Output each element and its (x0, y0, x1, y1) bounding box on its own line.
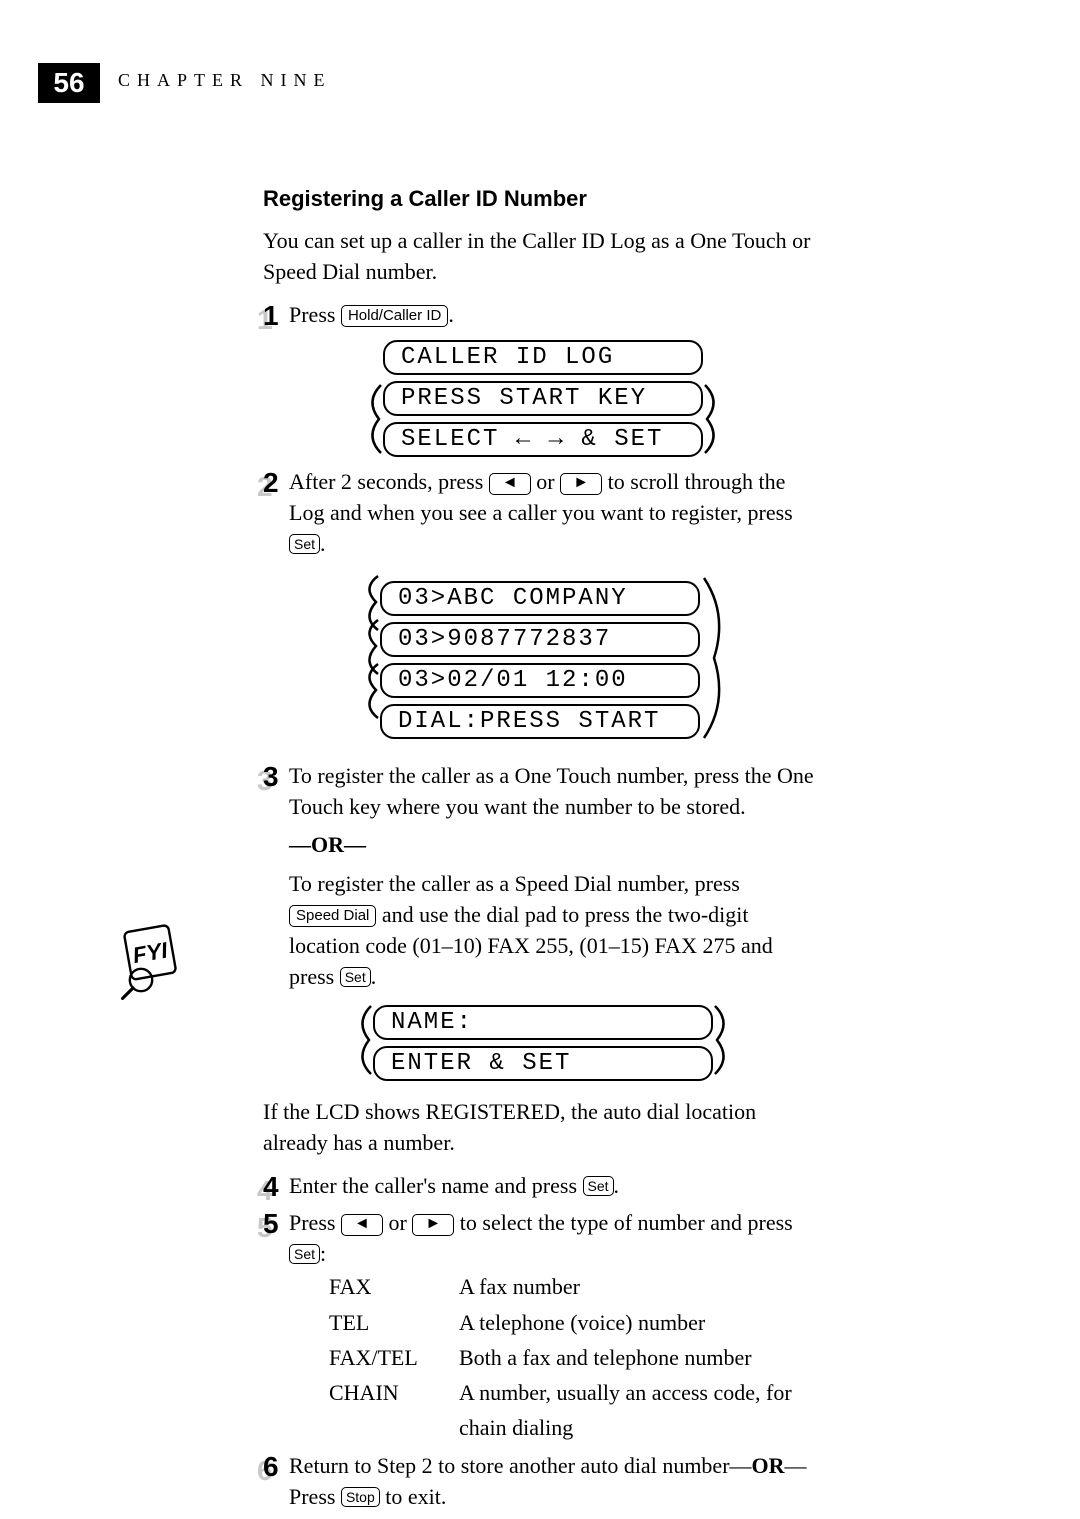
type-label: FAX (329, 1269, 459, 1304)
lcd-line: ENTER & SET (373, 1046, 713, 1081)
right-arrow-key: ► (560, 473, 602, 495)
lcd-group-1: CALLER ID LOG PRESS START KEY SELECT ← →… (263, 340, 823, 457)
or-divider: —OR— (289, 830, 823, 861)
text: . (320, 531, 326, 556)
type-label: TEL (329, 1305, 459, 1340)
fyi-note: If the LCD shows REGISTERED, the auto di… (263, 1097, 823, 1159)
lcd-line: 03>9087772837 (380, 622, 700, 657)
text: . (448, 302, 454, 327)
type-desc: A fax number (459, 1269, 823, 1304)
right-arrow-key: ► (412, 1214, 454, 1236)
table-row: FAX/TEL Both a fax and telephone number (329, 1340, 823, 1375)
type-desc: A number, usually an access code, for ch… (459, 1375, 823, 1445)
text: After 2 seconds, press (289, 469, 489, 494)
text: To register the caller as a One Touch nu… (289, 761, 823, 823)
table-row: FAX A fax number (329, 1269, 823, 1304)
set-key: Set (289, 534, 320, 554)
type-desc: Both a fax and telephone number (459, 1340, 823, 1375)
text: Enter the caller's name and press (289, 1173, 583, 1198)
or-inline: OR (752, 1453, 785, 1478)
bracket-right-icon (713, 1002, 735, 1083)
text: . (614, 1173, 620, 1198)
type-label: FAX/TEL (329, 1340, 459, 1375)
step-body: Press Hold/Caller ID. (289, 300, 823, 331)
text: Press (289, 1210, 341, 1235)
table-row: TEL A telephone (voice) number (329, 1305, 823, 1340)
type-label: CHAIN (329, 1375, 459, 1445)
step-body: Return to Step 2 to store another auto d… (289, 1451, 823, 1513)
fyi-icon: FYI (113, 920, 193, 1000)
step-4: 4 4 Enter the caller's name and press Se… (263, 1171, 823, 1202)
lcd-line: DIAL:PRESS START (380, 704, 700, 739)
step-num-front: 4 (263, 1171, 279, 1203)
step-num-front: 1 (263, 300, 279, 332)
left-arrow-key: ◄ (489, 473, 531, 495)
step-body: Press ◄ or ► to select the type of numbe… (289, 1208, 823, 1446)
bracket-right-icon (703, 381, 725, 457)
lcd-group-3: NAME: ENTER & SET (263, 1002, 823, 1083)
text: : (320, 1241, 326, 1266)
lcd-line: 03>ABC COMPANY (380, 581, 700, 616)
step-body: To register the caller as a One Touch nu… (289, 761, 823, 993)
type-desc: A telephone (voice) number (459, 1305, 823, 1340)
step-1: 1 1 Press Hold/Caller ID. (263, 300, 823, 331)
text: . (371, 964, 377, 989)
content-area: Registering a Caller ID Number You can s… (263, 186, 823, 1519)
lcd-line: PRESS START KEY (383, 381, 703, 416)
lcd-line: SELECT ← → & SET (383, 422, 703, 457)
step-num-front: 3 (263, 761, 279, 793)
text: Return to Step 2 to store another auto d… (289, 1453, 752, 1478)
bracket-left-icon (361, 381, 383, 457)
number-type-table: FAX A fax number TEL A telephone (voice)… (329, 1269, 823, 1445)
lcd-group-2: 03>ABC COMPANY 03>9087772837 03>02/01 12… (263, 570, 823, 751)
section-title: Registering a Caller ID Number (263, 186, 823, 212)
set-key: Set (583, 1176, 614, 1196)
lcd-line: 03>02/01 12:00 (380, 663, 700, 698)
text: or (388, 1210, 412, 1235)
bracket-left-icon (356, 570, 380, 751)
text: or (536, 469, 560, 494)
text: To register the caller as a Speed Dial n… (289, 871, 740, 896)
table-row: CHAIN A number, usually an access code, … (329, 1375, 823, 1445)
lcd-line: NAME: (373, 1005, 713, 1040)
intro-text: You can set up a caller in the Caller ID… (263, 226, 823, 288)
chapter-header: CHAPTER NINE (118, 70, 332, 91)
step-num-front: 5 (263, 1208, 279, 1240)
set-key: Set (289, 1244, 320, 1264)
step-2: 2 2 After 2 seconds, press ◄ or ► to scr… (263, 467, 823, 559)
set-key: Set (340, 967, 371, 987)
hold-caller-id-key: Hold/Caller ID (341, 305, 448, 327)
step-num-front: 6 (263, 1451, 279, 1483)
left-arrow-key: ◄ (341, 1214, 383, 1236)
text: Press (289, 302, 341, 327)
text: to select the type of number and press (460, 1210, 793, 1235)
page-number: 56 (53, 67, 84, 99)
text: to exit. (385, 1484, 446, 1509)
step-num-front: 2 (263, 467, 279, 499)
stop-key: Stop (341, 1487, 380, 1507)
bracket-left-icon (351, 1002, 373, 1083)
lcd-line: CALLER ID LOG (383, 340, 703, 375)
step-3: 3 3 To register the caller as a One Touc… (263, 761, 823, 993)
step-6: 6 6 Return to Step 2 to store another au… (263, 1451, 823, 1513)
text: To register the caller as a Speed Dial n… (289, 869, 823, 992)
speed-dial-key: Speed Dial (289, 905, 376, 927)
step-5: 5 5 Press ◄ or ► to select the type of n… (263, 1208, 823, 1446)
page-number-box: 56 (38, 63, 100, 103)
step-body: After 2 seconds, press ◄ or ► to scroll … (289, 467, 823, 559)
step-body: Enter the caller's name and press Set. (289, 1171, 823, 1202)
bracket-right-icon (700, 570, 730, 751)
